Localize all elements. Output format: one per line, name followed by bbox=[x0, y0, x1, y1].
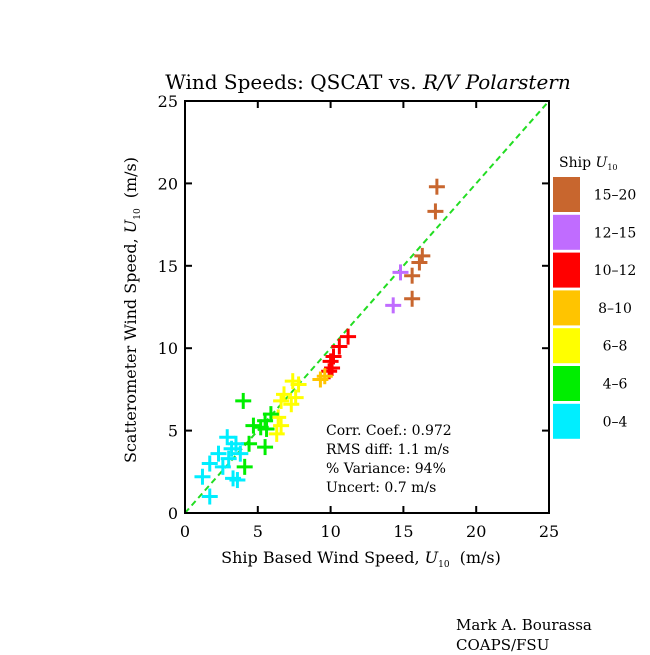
data-point bbox=[257, 439, 274, 456]
legend-title: Ship U10 bbox=[559, 155, 618, 172]
stat-rms-diff: RMS diff: 1.1 m/s bbox=[326, 442, 449, 458]
author-credit: Mark A. Bourassa COAPS/FSU bbox=[456, 615, 592, 655]
legend-title-symbol: U bbox=[596, 155, 609, 171]
x-tick-label: 0 bbox=[180, 522, 190, 541]
legend-label: 8–10 bbox=[598, 301, 632, 317]
y-tick-label: 15 bbox=[158, 257, 178, 276]
y-tick-label: 20 bbox=[158, 174, 178, 193]
y-axis-label: Scatterometer Wind Speed, U10 (m/s) bbox=[121, 157, 143, 463]
y-axis-label-subscript: 10 bbox=[133, 208, 143, 220]
data-points bbox=[194, 178, 445, 505]
data-point bbox=[229, 472, 246, 489]
data-point bbox=[194, 468, 211, 485]
stats-block: Corr. Coef.: 0.972 RMS diff: 1.1 m/s % V… bbox=[326, 423, 452, 496]
y-tick-label: 0 bbox=[168, 504, 178, 523]
stat-uncert: Uncert: 0.7 m/s bbox=[326, 480, 436, 496]
data-point bbox=[220, 450, 237, 467]
x-axis-label-symbol: U bbox=[425, 548, 439, 567]
data-point bbox=[214, 458, 231, 475]
data-point bbox=[236, 458, 253, 475]
chart-title-italic: R/V Polarstern bbox=[422, 70, 571, 94]
y-tick-label: 10 bbox=[158, 339, 178, 358]
data-point bbox=[219, 429, 236, 446]
legend-swatch bbox=[553, 328, 580, 364]
legend-label: 12–15 bbox=[594, 225, 637, 241]
legend-swatch bbox=[553, 177, 580, 212]
chart-title: Wind Speeds: QSCAT vs. R/V Polarstern bbox=[165, 70, 570, 94]
legend-entries: 15–20 12–15 10–12 8–10 6–8 4–6 0–4 bbox=[553, 177, 636, 439]
data-point bbox=[427, 203, 444, 220]
plot-area: 0 5 10 15 20 25 0 5 10 15 20 25 bbox=[158, 92, 560, 541]
legend-swatch bbox=[553, 290, 580, 326]
data-point bbox=[273, 392, 290, 409]
legend-label: 4–6 bbox=[603, 377, 628, 393]
data-point bbox=[428, 178, 445, 195]
data-point bbox=[245, 417, 262, 434]
data-point bbox=[324, 359, 341, 376]
x-tick-label: 25 bbox=[539, 522, 559, 541]
legend: Ship U10 15–20 12–15 10–12 8–10 6–8 4–6 0–4 bbox=[553, 155, 636, 439]
stat-variance: % Variance: 94% bbox=[326, 461, 446, 477]
x-tick-label: 10 bbox=[320, 522, 340, 541]
x-axis-label-main: Ship Based Wind Speed, bbox=[221, 548, 424, 567]
stat-corr-coef: Corr. Coef.: 0.972 bbox=[326, 423, 452, 439]
y-axis-label-main: Scatterometer Wind Speed, bbox=[121, 233, 140, 463]
x-axis-label-unit: (m/s) bbox=[460, 548, 501, 567]
legend-swatch bbox=[553, 252, 580, 288]
data-point bbox=[270, 409, 287, 426]
x-tick-label: 5 bbox=[253, 522, 263, 541]
y-axis-label-symbol: U bbox=[121, 219, 140, 233]
legend-title-subscript: 10 bbox=[607, 163, 617, 172]
x-axis-label-subscript: 10 bbox=[438, 560, 450, 570]
x-tick-label: 15 bbox=[393, 522, 413, 541]
data-point bbox=[201, 455, 218, 472]
data-point bbox=[340, 328, 357, 345]
legend-swatch bbox=[553, 403, 580, 439]
chart-title-main: Wind Speeds: QSCAT vs. bbox=[165, 70, 423, 94]
data-point bbox=[232, 445, 249, 462]
legend-label: 0–4 bbox=[603, 414, 628, 430]
data-point bbox=[312, 371, 329, 388]
legend-label: 10–12 bbox=[594, 263, 637, 279]
legend-swatch bbox=[553, 214, 580, 250]
y-tick-label: 25 bbox=[158, 92, 178, 111]
data-point bbox=[210, 445, 227, 462]
data-point bbox=[385, 297, 402, 314]
author-name: Mark A. Bourassa bbox=[456, 616, 592, 634]
data-point bbox=[223, 440, 240, 457]
legend-label: 15–20 bbox=[594, 188, 637, 204]
legend-title-text: Ship bbox=[559, 155, 596, 171]
data-point bbox=[404, 290, 421, 307]
data-point bbox=[331, 338, 348, 355]
data-point bbox=[411, 254, 428, 271]
data-point bbox=[392, 264, 409, 281]
data-point bbox=[273, 417, 290, 434]
data-point bbox=[404, 267, 421, 284]
data-point bbox=[283, 396, 300, 413]
plot-frame bbox=[184, 100, 550, 514]
data-point bbox=[258, 420, 275, 437]
x-tick-label: 20 bbox=[466, 522, 486, 541]
data-point bbox=[290, 376, 307, 393]
y-tick-label: 5 bbox=[168, 422, 178, 441]
data-point bbox=[268, 425, 285, 442]
x-axis-label: Ship Based Wind Speed, U10 (m/s) bbox=[221, 548, 501, 570]
y-axis-label-unit: (m/s) bbox=[121, 157, 140, 198]
x-axis-ticks: 0 5 10 15 20 25 bbox=[180, 101, 559, 541]
data-point bbox=[201, 488, 218, 505]
legend-swatch bbox=[553, 366, 580, 401]
legend-label: 6–8 bbox=[603, 339, 628, 355]
author-affiliation: COAPS/FSU bbox=[456, 636, 550, 654]
y-axis-ticks: 0 5 10 15 20 25 bbox=[158, 92, 549, 523]
data-point bbox=[235, 392, 252, 409]
